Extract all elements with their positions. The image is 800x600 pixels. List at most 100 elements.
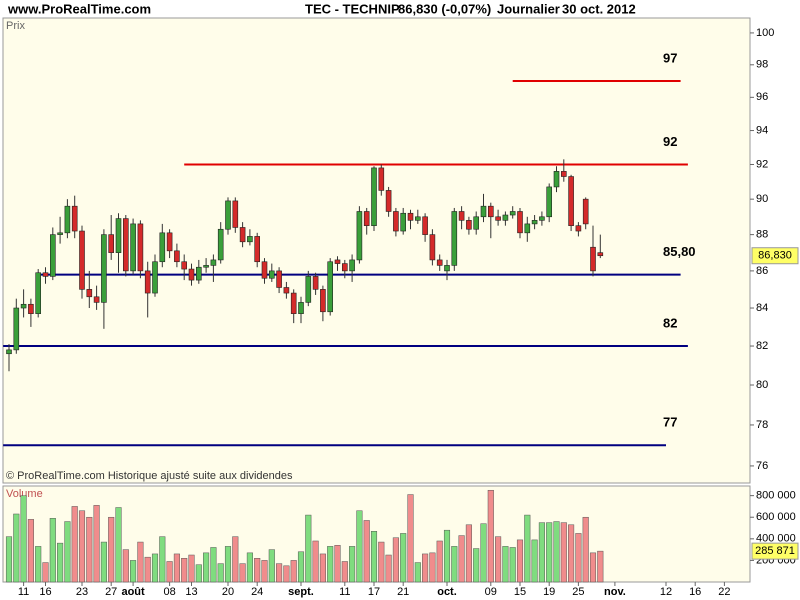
candle-body [57,232,63,235]
volume-bar [385,554,392,583]
candle-body [93,296,100,303]
candle-body [349,259,355,272]
volume-bar [115,507,122,583]
x-tick-label: 09 [485,586,497,598]
volume-bar [173,553,180,583]
volume-bar [378,541,385,583]
volume-bar [349,546,356,583]
panel-label: Prix [6,20,25,32]
candle-body [86,289,93,298]
volume-bar [407,494,414,583]
volume-bar [261,560,268,583]
candle-body [20,303,27,309]
candle-body [312,276,319,290]
volume-bar [370,531,378,583]
volume-bar [422,553,429,583]
candle-body [582,198,589,225]
candle-body [553,171,560,188]
candle-body [575,225,582,232]
candle-body [130,223,136,272]
title: TEC - TECHNIP [305,1,400,16]
candle-body [531,220,538,225]
volume-bar [429,552,436,583]
volume-bar [78,510,86,583]
y-tick-label: 86 [756,265,768,277]
level-label: 85,80 [663,244,696,259]
y-tick-label: 94 [756,124,768,136]
level-label: 97 [663,50,677,65]
volume-bar [137,541,144,583]
candle-body [108,234,114,253]
candle-body [166,232,173,252]
x-tick-label: 22 [718,586,730,598]
volume-bar [524,514,531,583]
candle-body [79,230,85,290]
candle-body [444,265,450,272]
candle-body [378,167,385,191]
volume-bar [546,522,553,583]
volume-bar [305,514,312,583]
volume-bar [553,521,560,583]
candle-body [268,270,275,279]
volume-bar [531,539,538,583]
candle-body [159,232,166,263]
candle-body [458,211,465,221]
candle-body [320,289,326,313]
y-tick-label: 98 [756,59,768,71]
candle-body [509,211,516,216]
volume-bar [283,565,290,583]
candle-body [254,236,260,263]
volume-bar [516,539,524,583]
x-tick-label: oct. [437,586,457,598]
volume-bar [188,554,195,583]
volume-bar [451,546,458,583]
y-tick-label: 82 [756,340,768,352]
volume-bar [414,562,421,583]
x-tick-label: 11 [18,586,29,598]
x-tick-label: 15 [514,586,526,598]
volume-bar [49,518,56,583]
volume-bar [239,563,246,583]
volume-bar [246,552,253,583]
volume-bar [42,562,49,583]
candle-body [341,263,348,272]
candle-body [225,200,231,230]
volume-bar [232,536,239,583]
volume-bar [502,546,509,583]
y-tick-label: 80 [756,379,768,391]
level-label: 77 [663,415,677,430]
volume-bar [13,513,20,583]
candle-body [407,212,414,221]
volume-bar [64,521,71,583]
panel-label: Volume [6,488,43,500]
candle-body [305,276,312,303]
y-tick-label: 90 [756,193,768,205]
candle-body [232,200,239,228]
volume-bar [144,556,151,583]
volume-bar [130,560,137,583]
volume-bar [589,552,597,583]
x-tick-label: 08 [163,586,175,598]
volume-bar [20,495,27,583]
candle-body [466,220,472,230]
candle-body [363,211,370,226]
x-tick-label: 21 [397,586,409,598]
candle-body [123,218,129,272]
candle-body [247,236,253,243]
x-tick-label: 12 [660,586,672,598]
volume-bar [334,545,341,583]
candle-body [480,205,487,218]
volume-bar [568,524,575,583]
candle-body [298,302,304,314]
candle-body [290,292,297,314]
volume-bar [319,553,326,583]
candle-body [137,223,144,272]
candle-body [436,259,443,266]
candle-body [546,186,553,218]
candle-body [451,211,458,266]
candle-body [393,211,399,232]
volume-bar [297,551,305,583]
candle-body [429,234,436,261]
y-tick-label: 96 [756,91,768,103]
volume-bar [473,548,480,583]
